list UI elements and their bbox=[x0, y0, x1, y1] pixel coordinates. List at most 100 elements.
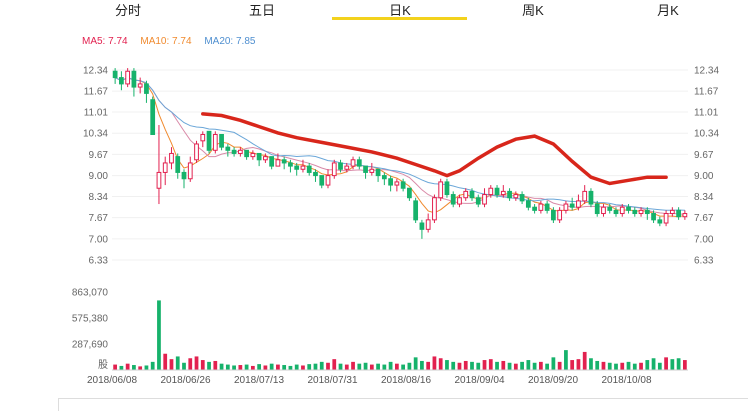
candle-body bbox=[250, 152, 256, 158]
volume-bar bbox=[132, 365, 136, 370]
ma20-label: MA20: 7.85 bbox=[204, 36, 256, 47]
price-tick-label: 10.34 bbox=[83, 129, 108, 140]
volume-bar bbox=[357, 363, 362, 370]
candle-body bbox=[137, 83, 143, 88]
candle-body bbox=[394, 181, 400, 186]
volume-bar bbox=[639, 362, 643, 370]
volume-bar bbox=[157, 300, 161, 370]
date-tick-label: 2018/06/08 bbox=[87, 375, 137, 386]
volume-bar bbox=[200, 360, 205, 370]
candle-body bbox=[432, 197, 437, 221]
candle-body bbox=[212, 133, 218, 151]
volume-bar bbox=[213, 360, 218, 370]
volume-bar bbox=[445, 360, 449, 370]
candle-body bbox=[381, 175, 387, 180]
candle-body bbox=[356, 159, 362, 167]
volume-bar bbox=[250, 365, 255, 370]
candle-body bbox=[363, 165, 368, 173]
candle-body bbox=[281, 159, 287, 164]
candle-body bbox=[594, 203, 600, 215]
volume-bar bbox=[344, 364, 349, 370]
candle-body bbox=[388, 178, 393, 186]
candle-body bbox=[525, 200, 531, 208]
grid-lines bbox=[112, 69, 688, 261]
candle-body bbox=[601, 206, 606, 215]
price-tick-label: 7.00 bbox=[694, 234, 714, 245]
candle-body bbox=[507, 190, 512, 199]
ma10-label: MA10: 7.74 bbox=[140, 36, 192, 47]
volume-bar bbox=[219, 363, 224, 370]
volume-bar bbox=[182, 362, 186, 370]
volume-bar bbox=[326, 362, 330, 370]
tab-intraday[interactable]: 分时 bbox=[114, 3, 141, 18]
candle-body bbox=[626, 206, 631, 211]
candle-body bbox=[576, 200, 581, 208]
candle-body bbox=[400, 181, 406, 189]
volume-bar bbox=[144, 365, 149, 370]
volume-bar bbox=[207, 361, 211, 370]
volume-bar bbox=[601, 361, 606, 370]
volume-bar bbox=[307, 364, 312, 370]
volume-bar bbox=[482, 360, 487, 370]
volume-bar bbox=[420, 360, 424, 370]
price-tick-label: 7.67 bbox=[89, 213, 109, 224]
volume-bar bbox=[488, 359, 493, 370]
candle-body bbox=[475, 197, 481, 205]
volume-bar bbox=[564, 350, 568, 370]
price-tick-label: 8.34 bbox=[89, 192, 109, 203]
volume-bar bbox=[520, 361, 524, 370]
ma5-line bbox=[114, 77, 686, 218]
tab-five-day[interactable]: 五日 bbox=[248, 3, 275, 18]
candle-body bbox=[369, 168, 375, 173]
volume-bar bbox=[626, 361, 631, 370]
candle-body bbox=[150, 99, 156, 135]
price-tick-label: 11.01 bbox=[84, 108, 109, 119]
tab-monthly-k[interactable]: 月K bbox=[657, 3, 679, 18]
volume-bar bbox=[269, 363, 274, 370]
candle-body bbox=[638, 209, 644, 215]
candle-body bbox=[263, 156, 268, 161]
candle-body bbox=[237, 149, 243, 154]
ma10-line bbox=[114, 77, 685, 215]
price-tick-label: 6.33 bbox=[694, 256, 714, 267]
volume-bar bbox=[244, 364, 249, 370]
candle-body bbox=[469, 190, 475, 199]
candle-body bbox=[482, 194, 487, 205]
volume-bar bbox=[513, 363, 518, 370]
tab-weekly-k[interactable]: 周K bbox=[522, 3, 544, 18]
volume-bar bbox=[526, 360, 531, 370]
candle-body bbox=[112, 70, 118, 79]
volume-bar bbox=[363, 362, 368, 370]
volume-bar bbox=[225, 364, 230, 370]
volume-tick-label: 863,070 bbox=[72, 288, 109, 299]
date-tick-label: 2018/06/26 bbox=[160, 375, 210, 386]
date-tick-label: 2018/09/04 bbox=[454, 375, 504, 386]
date-tick-label: 2018/09/20 bbox=[528, 375, 578, 386]
price-axis-left: 12.34 11.67 11.01 10.34 9.67 9.00 8.34 7.67 7.00… bbox=[83, 66, 108, 267]
candle-body bbox=[169, 152, 174, 164]
candle-body bbox=[619, 206, 625, 215]
candle-body bbox=[219, 133, 224, 148]
tab-daily-k[interactable]: 日K bbox=[389, 3, 411, 18]
candle-body bbox=[187, 162, 193, 180]
candle-body bbox=[663, 213, 669, 224]
date-tick-label: 2018/07/13 bbox=[234, 375, 284, 386]
candle-body bbox=[125, 70, 131, 85]
candle-body bbox=[269, 156, 275, 167]
volume-bar bbox=[257, 364, 262, 370]
candle-body bbox=[194, 143, 199, 161]
moving-average-legend: MA5: 7.74 MA10: 7.74 MA20: 7.85 bbox=[82, 36, 265, 47]
volume-bar bbox=[338, 363, 343, 370]
volume-bar bbox=[294, 364, 299, 370]
candle-body bbox=[162, 162, 168, 173]
volume-bar bbox=[432, 356, 437, 370]
candle-body bbox=[450, 194, 456, 205]
candle-body bbox=[344, 165, 350, 170]
candle-body bbox=[319, 175, 325, 186]
volume-bar bbox=[538, 361, 543, 370]
candle-body bbox=[588, 190, 594, 205]
moving-average-lines bbox=[114, 77, 686, 218]
candle-body bbox=[438, 181, 444, 199]
volume-bar bbox=[194, 356, 199, 370]
volume-bar bbox=[645, 360, 650, 370]
